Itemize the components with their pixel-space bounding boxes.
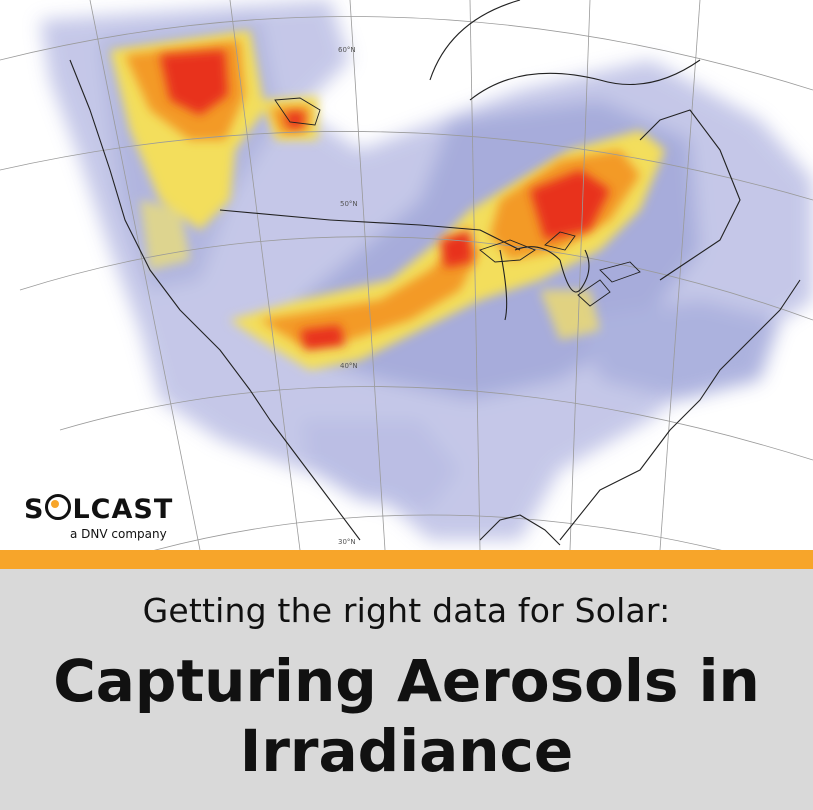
lat-label-30: 30°N bbox=[338, 538, 356, 546]
title-line-2: Irradiance bbox=[239, 717, 574, 785]
subtitle: Getting the right data for Solar: bbox=[142, 591, 671, 630]
logo-text-rest: LCAST bbox=[72, 494, 174, 525]
solcast-logo: S LCAST a DNV company bbox=[24, 494, 174, 546]
logo-text-s: S bbox=[24, 494, 45, 525]
coastlines bbox=[69, 0, 801, 546]
title-line-1: Capturing Aerosols in bbox=[53, 647, 760, 715]
orange-divider bbox=[0, 550, 813, 569]
lat-label-40: 40°N bbox=[340, 362, 358, 370]
lat-label-50: 50°N bbox=[340, 200, 358, 208]
aerosol-map-graphic: 60°N 50°N 40°N 30°N bbox=[0, 0, 813, 550]
graticule bbox=[0, 0, 813, 550]
lakes bbox=[274, 97, 641, 307]
plume-red-layer bbox=[160, 50, 610, 350]
lat-label-60: 60°N bbox=[338, 46, 356, 54]
title-banner: Getting the right data for Solar: Captur… bbox=[0, 569, 813, 810]
logo-tagline: a DNV company bbox=[70, 527, 167, 541]
aerosol-map: 60°N 50°N 40°N 30°N S LCAST a DNV company bbox=[0, 0, 813, 550]
logo-wordmark: S LCAST bbox=[24, 494, 173, 525]
sun-icon bbox=[45, 494, 72, 520]
